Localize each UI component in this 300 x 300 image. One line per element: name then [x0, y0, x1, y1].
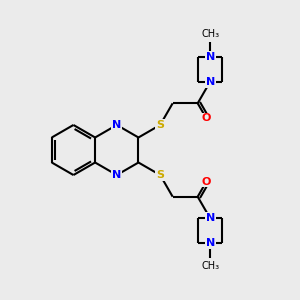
Text: N: N: [206, 238, 215, 248]
Text: O: O: [202, 176, 211, 187]
Text: CH₃: CH₃: [201, 261, 219, 272]
Text: N: N: [206, 76, 215, 87]
Text: N: N: [206, 52, 215, 61]
Text: N: N: [112, 170, 122, 180]
Text: O: O: [202, 113, 211, 124]
Text: S: S: [156, 120, 164, 130]
Text: N: N: [206, 213, 215, 224]
Text: S: S: [156, 170, 164, 180]
Text: N: N: [112, 120, 122, 130]
Text: CH₃: CH₃: [201, 28, 219, 39]
